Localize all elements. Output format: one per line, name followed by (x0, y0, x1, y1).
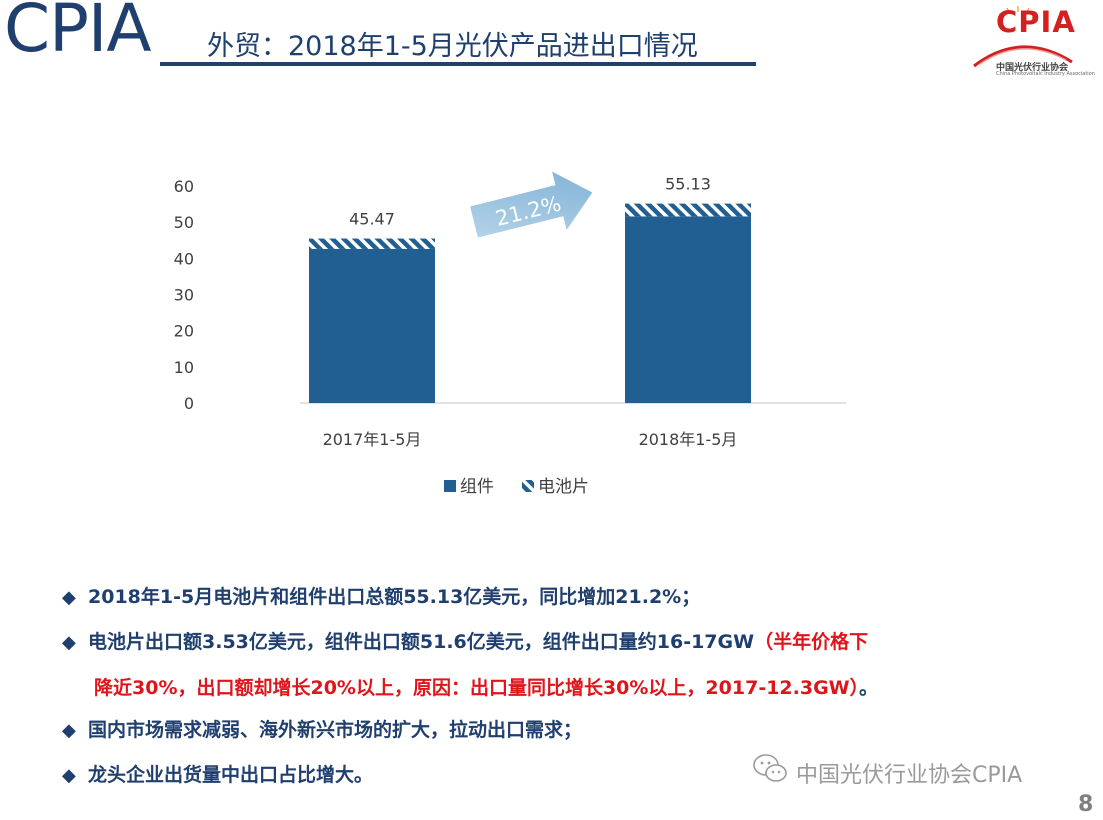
y-tick-label: 60 (174, 177, 194, 196)
title-underline (160, 62, 756, 66)
bullet-1-text: 2018年1-5月电池片和组件出口总额55.13亿美元，同比增加21.2%； (88, 586, 701, 608)
logo-org-name: 中国光伏行业协会 (996, 63, 1069, 73)
diamond-bullet-icon: ◆ (62, 765, 76, 786)
y-tick-label: 30 (174, 286, 194, 305)
chart-canvas: 0 10 20 30 40 50 60 45.47 2017年1-5月 55.13 2018年1-5… (174, 171, 846, 497)
data-label: 45.47 (349, 210, 395, 229)
bullet-3: ◆ 国内市场需求减弱、海外新兴市场的扩大，拉动出口需求； (62, 715, 582, 742)
y-tick-label: 40 (174, 249, 194, 268)
x-tick-label: 2017年1-5月 (323, 430, 422, 449)
brand-wordmark: CPIA (4, 0, 151, 67)
bar-cell (309, 238, 435, 249)
bullet-4-text: 龙头企业出货量中出口占比增大。 (88, 764, 374, 786)
legend-swatch-cell (522, 480, 534, 492)
page-number: 8 (1078, 792, 1094, 817)
y-tick-label: 20 (174, 322, 194, 341)
bullet-2-highlight-cont: 降近30%，出口额却增长20%以上，原因：出口量同比增长30%以上，2017-1… (94, 677, 860, 699)
watermark-text: 中国光伏行业协会CPIA (796, 763, 1023, 788)
bullet-2-end: 。 (859, 677, 879, 699)
bar-module (309, 248, 435, 403)
bullet-2-continuation: 降近30%，出口额却增长20%以上，原因：出口量同比增长30%以上，2017-1… (94, 673, 878, 700)
bullet-4: ◆ 龙头企业出货量中出口占比增大。 (62, 760, 373, 787)
bullet-2-text: 电池片出口额3.53亿美元，组件出口额51.6亿美元，组件出口量约16-17GW (88, 631, 755, 653)
y-tick-label: 0 (184, 394, 194, 413)
logo-swoosh-icon (973, 6, 1073, 68)
page-title: 外贸：2018年1-5月光伏产品进出口情况 (207, 31, 698, 62)
export-bar-chart: 0 10 20 30 40 50 60 45.47 2017年1-5月 55.13 2018年1-5… (160, 160, 880, 530)
wechat-icon (753, 754, 787, 782)
cpia-logo: CPIA 中国光伏行业协会 China Photovoltaic Industr… (966, 4, 1095, 80)
data-label: 55.13 (665, 175, 711, 194)
legend-label-cell: 电池片 (538, 477, 589, 497)
bar-module (625, 216, 751, 403)
diamond-bullet-icon: ◆ (62, 587, 76, 608)
logo-wordmark: CPIA (996, 5, 1076, 39)
legend-label-module: 组件 (460, 477, 494, 497)
logo-org-name-en: China Photovoltaic Industry Association (996, 71, 1095, 77)
y-tick-label: 50 (174, 213, 194, 232)
bullet-2: ◆ 电池片出口额3.53亿美元，组件出口额51.6亿美元，组件出口量约16-17G… (62, 627, 868, 654)
diamond-bullet-icon: ◆ (62, 720, 76, 741)
y-tick-label: 10 (174, 358, 194, 377)
legend-swatch-module (444, 480, 456, 492)
bullet-2-highlight: （半年价格下 (754, 631, 869, 653)
bullet-3-text: 国内市场需求减弱、海外新兴市场的扩大，拉动出口需求； (88, 719, 583, 741)
x-tick-label: 2018年1-5月 (639, 430, 738, 449)
diamond-bullet-icon: ◆ (62, 632, 76, 653)
bullet-1: ◆ 2018年1-5月电池片和组件出口总额55.13亿美元，同比增加21.2%； (62, 582, 700, 609)
bar-cell (625, 203, 751, 217)
growth-arrow-icon (470, 171, 593, 238)
